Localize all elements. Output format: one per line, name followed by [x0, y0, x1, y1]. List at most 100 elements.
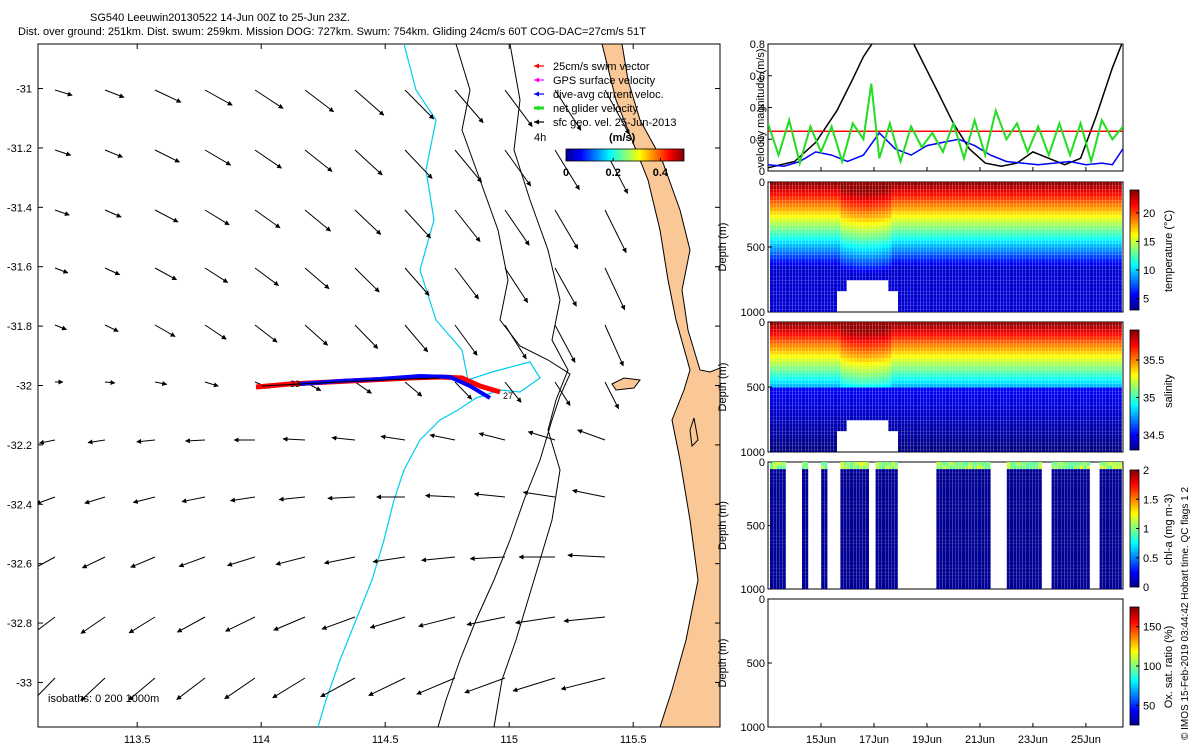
- section-sample: [824, 229, 827, 233]
- section-sample: [892, 255, 895, 259]
- section-sample: [776, 438, 779, 442]
- section-sample: [802, 326, 805, 330]
- section-sample: [789, 322, 792, 326]
- section-sample: [812, 251, 815, 255]
- section-sample: [901, 240, 904, 244]
- section-sample: [802, 189, 805, 193]
- section-sample: [821, 273, 824, 277]
- section-sample: [866, 255, 869, 259]
- section-sample: [1020, 302, 1023, 306]
- section-sample: [783, 189, 786, 193]
- section-sample: [789, 248, 792, 252]
- section-sample: [786, 189, 789, 193]
- section-sample: [972, 218, 975, 222]
- section-sample: [1010, 248, 1013, 252]
- section-sample: [917, 186, 920, 190]
- section-sample: [1055, 280, 1058, 284]
- section-sample: [904, 262, 907, 266]
- section-sample: [773, 273, 776, 277]
- section-sample: [962, 215, 965, 219]
- section-sample: [1096, 200, 1099, 204]
- section-sample: [808, 197, 811, 201]
- section-sample: [844, 233, 847, 237]
- section-sample: [911, 218, 914, 222]
- section-sample: [940, 306, 943, 310]
- section-sample: [799, 420, 802, 424]
- section-sample: [1061, 233, 1064, 237]
- section-sample: [959, 269, 962, 273]
- section-sample: [812, 186, 815, 190]
- section-sample: [943, 189, 946, 193]
- section-sample: [786, 420, 789, 424]
- section-sample: [1116, 302, 1119, 306]
- section-sample: [872, 215, 875, 219]
- section-sample: [802, 237, 805, 241]
- section-sample: [949, 237, 952, 241]
- section-sample: [805, 329, 808, 333]
- section-sample: [783, 395, 786, 399]
- section-sample: [1084, 262, 1087, 266]
- section-sample: [863, 186, 866, 190]
- section-sample: [1000, 244, 1003, 248]
- section-sample: [1084, 182, 1087, 186]
- section-sample: [776, 347, 779, 351]
- section-sample: [834, 197, 837, 201]
- section-sample: [1032, 266, 1035, 270]
- section-sample: [978, 295, 981, 299]
- section-sample: [1106, 182, 1109, 186]
- section-sample: [924, 291, 927, 295]
- section-sample: [770, 409, 773, 413]
- section-sample: [956, 240, 959, 244]
- section-sample: [1039, 284, 1042, 288]
- section-sample: [956, 244, 959, 248]
- section-sample: [1007, 189, 1010, 193]
- section-sample: [1080, 306, 1083, 310]
- section-sample: [991, 237, 994, 241]
- section-sample: [1020, 273, 1023, 277]
- section-sample: [920, 306, 923, 310]
- section-sample: [920, 248, 923, 252]
- section-sample: [1029, 240, 1032, 244]
- section-sample: [895, 226, 898, 230]
- section-sample: [876, 277, 879, 281]
- section-sample: [824, 211, 827, 215]
- section-sample: [1080, 280, 1083, 284]
- section-sample: [1077, 262, 1080, 266]
- section-sample: [866, 200, 869, 204]
- section-sample: [968, 298, 971, 302]
- section-sample: [1116, 288, 1119, 292]
- section-sample: [952, 302, 955, 306]
- section-sample: [1096, 182, 1099, 186]
- section-sample: [911, 295, 914, 299]
- section-sample: [840, 340, 843, 344]
- section-sample: [901, 189, 904, 193]
- section-sample: [917, 284, 920, 288]
- section-sample: [847, 197, 850, 201]
- section-sample: [1036, 306, 1039, 310]
- section-sample: [818, 277, 821, 281]
- section-sample: [831, 211, 834, 215]
- section-sample: [824, 280, 827, 284]
- section-sample: [1042, 302, 1045, 306]
- section-sample: [1039, 207, 1042, 211]
- section-sample: [821, 337, 824, 341]
- section-sample: [1093, 186, 1096, 190]
- section-sample: [821, 222, 824, 226]
- section-sample: [808, 266, 811, 270]
- section-sample: [783, 369, 786, 373]
- section-sample: [802, 344, 805, 348]
- section-sample: [1036, 207, 1039, 211]
- section-sample: [1032, 262, 1035, 266]
- section-sample: [831, 369, 834, 373]
- section-sample: [840, 358, 843, 362]
- section-sample: [850, 362, 853, 366]
- section-sample: [1109, 302, 1112, 306]
- section-sample: [1039, 295, 1042, 299]
- section-sample: [853, 395, 856, 399]
- section-sample: [844, 255, 847, 259]
- section-sample: [840, 373, 843, 377]
- section-sample: [770, 186, 773, 190]
- section-sample: [956, 215, 959, 219]
- map-y-tick-label: -32.8: [7, 618, 32, 630]
- section-sample: [770, 347, 773, 351]
